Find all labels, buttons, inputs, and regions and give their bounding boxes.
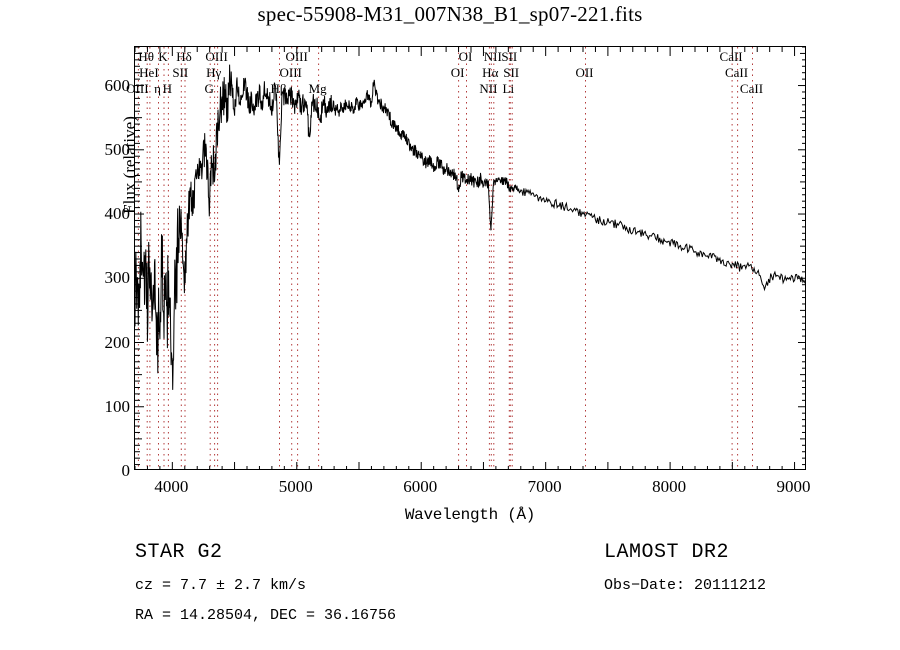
spectrum-trace [135, 64, 805, 390]
line-label-caii-8498: CaII [719, 49, 743, 64]
x-tick-5000: 5000 [278, 477, 313, 496]
redshift-velocity-label: cz = 7.7 ± 2.7 km/s [135, 577, 307, 594]
line-label-mg-5175: Mg [308, 81, 327, 96]
line-label-oiii-4364: OIII [205, 49, 228, 64]
line-label-h-3798: Hθ [138, 49, 154, 64]
y-tick-600: 600 [104, 75, 131, 95]
line-label-k-3933: K [158, 49, 168, 64]
line-label-oi-6300: OI [450, 65, 465, 80]
x-axis-tick-labels: 4000 5000 6000 7000 8000 9000 [134, 477, 810, 502]
obs-date-label: Obs−Date: 20111212 [604, 577, 767, 594]
y-tick-0: 0 [121, 461, 131, 480]
line-label-h-3968: H [162, 81, 173, 96]
x-tick-6000: 6000 [403, 477, 438, 496]
line-label-h-4340: Hγ [206, 65, 222, 80]
line-label-caii-8542: CaII [724, 65, 749, 80]
x-tick-4000: 4000 [154, 477, 189, 496]
coordinates-label: RA = 14.28504, DEC = 36.16756 [135, 607, 397, 624]
survey-label: LAMOST DR2 [604, 541, 730, 564]
spectrum-svg [135, 47, 805, 469]
line-label-li-6708: Li [502, 81, 515, 96]
line-label-sii-4072: SII [172, 65, 189, 80]
line-label-oiii-4959: OIII [279, 65, 302, 80]
y-tick-100: 100 [104, 396, 131, 416]
y-axis-tick-labels: 0 100 200 300 400 500 600 [78, 46, 131, 479]
x-tick-7000: 7000 [527, 477, 562, 496]
y-tick-300: 300 [104, 268, 131, 288]
line-label-caii-8662: CaII [739, 81, 764, 96]
line-label-nii-6583: NII [483, 49, 502, 64]
line-label-sii-6731: SII [503, 65, 520, 80]
line-label-oii-7320: OII [575, 65, 594, 80]
x-axis-title: Wavelength (Å) [404, 506, 536, 524]
y-tick-500: 500 [104, 139, 131, 159]
y-tick-400: 400 [104, 204, 131, 224]
line-label-h-6563: Hα [482, 65, 499, 80]
x-tick-8000: 8000 [652, 477, 687, 496]
object-type-label: STAR G2 [135, 541, 223, 564]
line-label--3889: η [154, 81, 161, 96]
line-label-g-4304: G [204, 81, 214, 96]
plot-area [134, 46, 806, 470]
line-label-hei-3820: HeI [139, 65, 159, 80]
axis-ticks [135, 47, 805, 469]
line-label-h-4102: Hδ [176, 49, 192, 64]
line-label-h-4861: Hβ [270, 81, 287, 96]
page-title: spec-55908-M31_007N38_B1_sp07-221.fits [257, 2, 643, 26]
x-tick-9000: 9000 [776, 477, 811, 496]
line-label-sii-6716: SII [501, 49, 518, 64]
line-label-oiii-3727: OIII [126, 81, 149, 96]
y-tick-200: 200 [104, 332, 131, 352]
line-label-oiii-5007: OIII [285, 49, 308, 64]
line-label-nii-6548: NII [479, 81, 498, 96]
gridlines [137, 47, 753, 469]
line-label-oi-6364: OI [458, 49, 473, 64]
